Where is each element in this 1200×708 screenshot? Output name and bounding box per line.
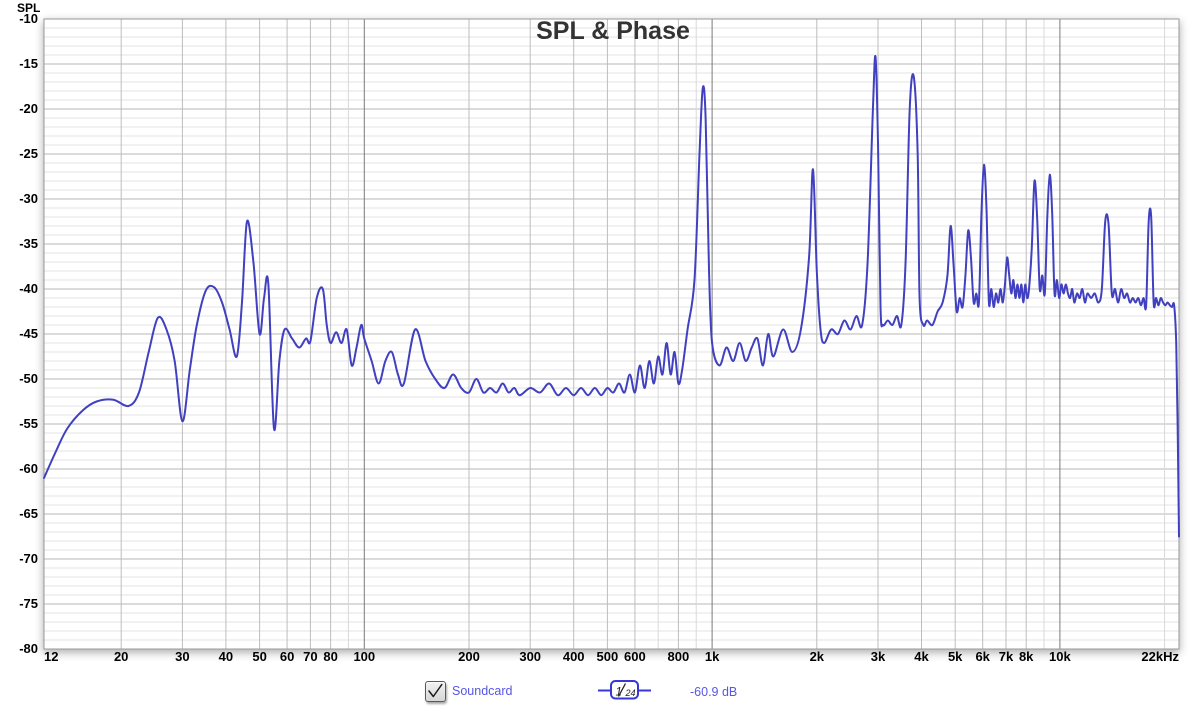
svg-text:800: 800 [668, 649, 690, 664]
svg-text:-55: -55 [19, 416, 38, 431]
svg-text:60: 60 [280, 649, 294, 664]
svg-text:-60: -60 [19, 461, 38, 476]
svg-text:-10: -10 [19, 11, 38, 26]
svg-text:SPL & Phase: SPL & Phase [536, 17, 690, 45]
svg-text:-45: -45 [19, 326, 38, 341]
svg-text:12: 12 [44, 649, 58, 664]
svg-text:24: 24 [625, 688, 636, 698]
svg-text:-75: -75 [19, 596, 38, 611]
svg-text:100: 100 [353, 649, 375, 664]
svg-text:-40: -40 [19, 281, 38, 296]
svg-text:6k: 6k [975, 649, 990, 664]
svg-text:-35: -35 [19, 236, 38, 251]
svg-text:3k: 3k [871, 649, 886, 664]
svg-text:7k: 7k [999, 649, 1014, 664]
svg-text:10k: 10k [1049, 649, 1071, 664]
svg-text:200: 200 [458, 649, 480, 664]
svg-text:-70: -70 [19, 551, 38, 566]
svg-text:-15: -15 [19, 56, 38, 71]
svg-text:22kHz: 22kHz [1141, 649, 1179, 664]
svg-text:5k: 5k [948, 649, 963, 664]
svg-text:8k: 8k [1019, 649, 1034, 664]
svg-text:80: 80 [323, 649, 337, 664]
svg-text:40: 40 [219, 649, 233, 664]
svg-text:600: 600 [624, 649, 646, 664]
svg-text:30: 30 [175, 649, 189, 664]
svg-text:50: 50 [252, 649, 266, 664]
svg-text:400: 400 [563, 649, 585, 664]
svg-text:-80: -80 [19, 641, 38, 656]
svg-text:-25: -25 [19, 146, 38, 161]
svg-text:-30: -30 [19, 191, 38, 206]
svg-text:300: 300 [519, 649, 541, 664]
svg-text:-50: -50 [19, 371, 38, 386]
svg-text:2k: 2k [810, 649, 825, 664]
svg-text:20: 20 [114, 649, 128, 664]
svg-text:-65: -65 [19, 506, 38, 521]
svg-text:-20: -20 [19, 101, 38, 116]
svg-text:500: 500 [597, 649, 619, 664]
svg-text:1k: 1k [705, 649, 720, 664]
svg-text:4k: 4k [914, 649, 929, 664]
svg-text:70: 70 [303, 649, 317, 664]
